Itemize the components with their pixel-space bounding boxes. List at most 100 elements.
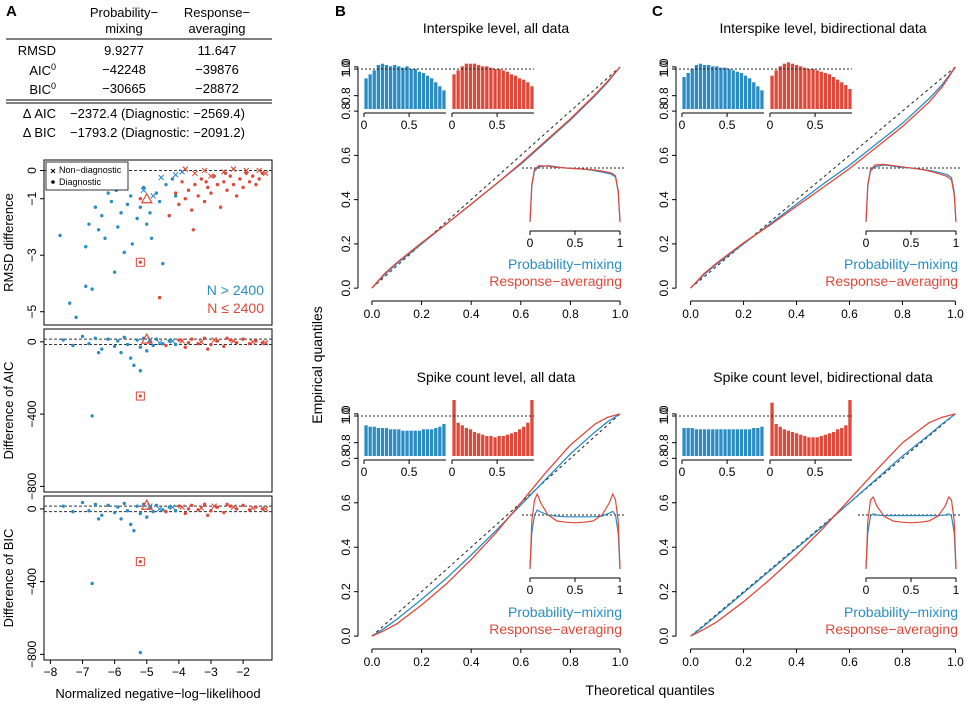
scatter-point-diagnostic [74, 315, 78, 320]
hist-bar-red [774, 424, 778, 456]
hist-bar-red [770, 75, 774, 109]
hist-bar-red [505, 71, 509, 109]
highlight-triangle [140, 499, 153, 510]
hist-bar-blue [438, 86, 442, 109]
scatter-point-diagnostic [183, 197, 187, 201]
scatter-point-diagnostic [90, 287, 94, 291]
hist-bar-red [518, 78, 522, 109]
scatter-point-diagnostic [125, 342, 130, 347]
scatter-point-diagnostic [209, 342, 213, 347]
hist-y-tick-label: 0.8 [339, 87, 353, 104]
density-curve-blue [865, 513, 957, 570]
qq-x-tick-label: 1.0 [612, 655, 629, 669]
density-x-tick-label: 0 [527, 583, 534, 597]
qq-y-tick-label: 0.4 [657, 539, 671, 556]
density-x-tick-label: 0 [863, 236, 870, 250]
scatter-point-diagnostic [254, 182, 258, 187]
scatter-point-diagnostic [145, 349, 149, 353]
hist-bar-red [477, 433, 481, 456]
hist-bar-blue [384, 65, 389, 109]
qq-y-tick-label: 1.0 [657, 405, 671, 422]
hist-bar-red [477, 65, 481, 109]
scatter-point-diagnostic [209, 191, 213, 195]
row-rmsd-pm: 9.9277 [104, 43, 144, 58]
hist-bar-blue [393, 65, 397, 109]
row-rmsd-ra: 11.647 [198, 43, 237, 58]
qq-panel-B2: Spike count level, all data 0.0 0.0 0.2 0.2 0… [339, 369, 629, 669]
hist-bar-blue [682, 77, 686, 109]
x-tick-label: −2 [236, 665, 250, 679]
qq-line-blue [690, 413, 956, 637]
density-curve-red [529, 164, 621, 223]
scatter-point-diagnostic [180, 180, 184, 184]
density-curve-blue [529, 164, 621, 223]
qq-legend-blue: Probability−mixing [844, 604, 958, 620]
hist-bar-red [831, 77, 836, 109]
panel-label-c: C [652, 3, 663, 20]
scatter-point-diagnostic [119, 517, 123, 521]
density-x-tick-label: 0 [863, 583, 870, 597]
scatter-point-diagnostic [161, 261, 165, 266]
hist-bar-red [827, 433, 832, 456]
qq-x-tick-label: 0.0 [364, 655, 381, 669]
legend-dot-marker [51, 180, 55, 184]
scatter-point-diagnostic [61, 504, 65, 508]
qq-legend-red: Response−averaging [489, 621, 622, 637]
scatter-point-nondiagnostic [230, 504, 237, 510]
scatter-point-diagnostic [138, 205, 143, 209]
scatter-point-diagnostic [222, 180, 226, 184]
qq-y-tick-label: 0.4 [657, 191, 671, 208]
scatter-point-diagnostic [190, 337, 194, 341]
scatter-point-diagnostic [225, 336, 229, 340]
density-x-tick-label: 1 [617, 583, 624, 597]
scatter-point-nondiagnostic [243, 167, 250, 174]
hist-bar-blue [376, 65, 380, 109]
scatter-point-diagnostic [247, 180, 252, 184]
scatter-point-diagnostic [93, 336, 98, 340]
density-curve-red [865, 495, 957, 570]
hist-bar-blue [739, 73, 744, 109]
scatter-point-diagnostic [87, 341, 91, 346]
hist-bar-blue [715, 66, 719, 109]
qq-panel-B1: Interspike level, all data 0.0 0.0 0.2 0.2 0.… [339, 20, 629, 321]
hist-x-tick-label: 0 [449, 465, 456, 479]
hist-x-tick-label: 0.5 [807, 465, 824, 479]
qq-y-tick-label: 0.2 [339, 583, 353, 600]
hist-bar-blue [731, 70, 735, 109]
scatter-point-diagnostic [145, 222, 149, 226]
hist-bar-red [790, 63, 795, 109]
qq-x-tick-label: 1.0 [947, 655, 964, 669]
row-bic-ra: −28872 [195, 81, 239, 96]
scatter-point-nondiagnostic [262, 339, 269, 346]
scatter-point-diagnostic [157, 295, 162, 300]
scatter-point-diagnostic [190, 503, 194, 507]
hist-bar-blue [731, 429, 735, 456]
hist-x-tick-label: 0.5 [489, 465, 506, 479]
scatter-panel-3: 0 −400 −800 Difference of BIC −8 −7 −6 −5 −4 −3 −2… [1, 495, 273, 701]
row-delta-bic-label: Δ BIC [23, 125, 56, 140]
hist-bar-red [460, 425, 464, 456]
y-tick-label: −400 [25, 568, 39, 595]
scatter-point-nondiagnostic [249, 505, 256, 511]
hist-bar-blue [425, 75, 430, 109]
hist-bar-red [452, 400, 456, 456]
hist-bar-red [844, 425, 848, 456]
hist-bar-blue [409, 69, 413, 109]
scatter-point-diagnostic [183, 345, 187, 349]
scatter-point-diagnostic [116, 225, 120, 229]
scatter-point-diagnostic [125, 509, 130, 513]
hist-y-tick-label: 1.0 [657, 407, 671, 424]
hist-bar-blue [413, 69, 417, 109]
scatter-point-diagnostic [196, 508, 200, 512]
hist-bar-blue [686, 428, 690, 456]
hist-bar-blue [397, 429, 401, 456]
hist-bar-blue [376, 428, 380, 456]
highlight-square [135, 557, 145, 567]
qq-x-tick-label: 0.4 [788, 655, 805, 669]
scatter-point-nondiagnostic [156, 506, 163, 512]
qq-y-tick-label: 0.0 [657, 627, 671, 644]
hist-bar-red [485, 436, 489, 456]
hist-bar-blue [723, 67, 727, 109]
hist-bar-blue [698, 429, 703, 456]
hist-bar-blue [727, 429, 731, 456]
